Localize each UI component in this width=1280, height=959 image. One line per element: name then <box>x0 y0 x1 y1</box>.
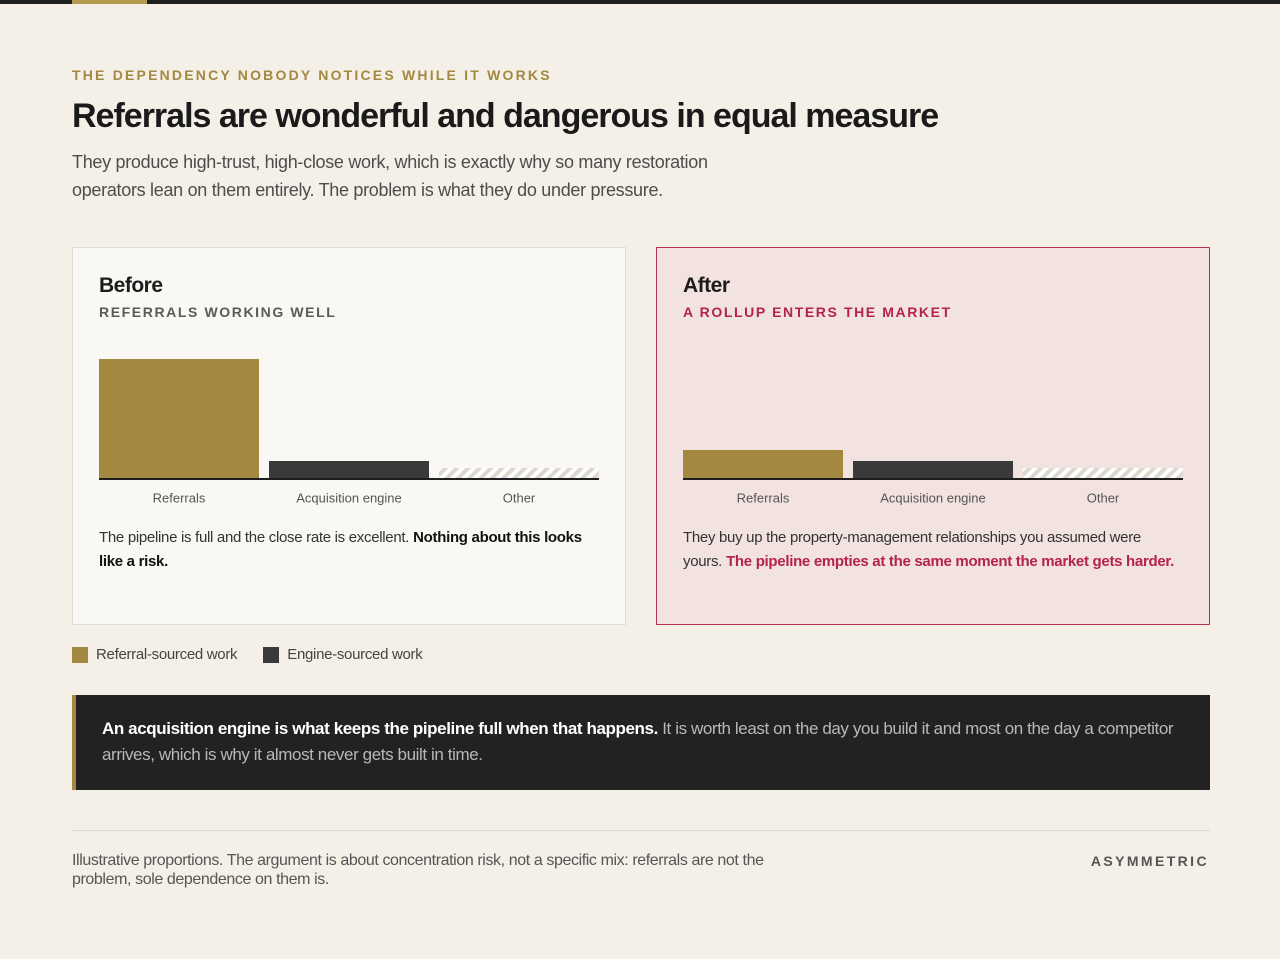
brand: ASYMMETRIC <box>1090 853 1209 869</box>
panel: Before REFERRALS WORKING WELL Referrals A… <box>72 247 626 625</box>
category-label: Referrals <box>737 490 790 505</box>
caption-emphasis: Nothing about this looks like a risk. <box>99 529 582 570</box>
category-label: Other <box>1087 490 1120 505</box>
legend-swatch <box>72 646 88 663</box>
panel-subtitle: REFERRALS WORKING WELL <box>99 304 337 320</box>
caption-text: The pipeline is full and the close rate … <box>99 529 410 546</box>
divider <box>72 830 1210 831</box>
caption-text: They buy up the property-management rela… <box>683 529 1141 570</box>
callout-text: It is worth least on the day you build i… <box>102 719 1174 764</box>
bar <box>1023 468 1183 478</box>
bar <box>99 359 259 478</box>
legend: Referral-sourced work Engine-sourced work <box>72 646 423 663</box>
category-label: Acquisition engine <box>880 490 986 505</box>
chart: Referrals Acquisition engine Other <box>99 359 599 505</box>
panel-title: Before <box>99 274 163 297</box>
footer-note: Illustrative proportions. The argument i… <box>72 852 764 888</box>
bar <box>683 450 843 478</box>
category-label: Acquisition engine <box>296 490 402 505</box>
bar <box>853 461 1013 478</box>
caption: The pipeline is full and the close rate … <box>99 526 599 574</box>
category-label: Other <box>503 490 536 505</box>
legend-label: Engine-sourced work <box>287 646 423 663</box>
callout-emphasis: An acquisition engine is what keeps the … <box>102 719 658 738</box>
top-bar <box>0 0 1280 4</box>
legend-label: Referral-sourced work <box>96 646 238 663</box>
panel-subtitle: A ROLLUP ENTERS THE MARKET <box>683 304 952 320</box>
caption-emphasis: The pipeline empties at the same moment … <box>726 553 1174 570</box>
panel: After A ROLLUP ENTERS THE MARKET Referra… <box>656 247 1210 625</box>
legend-item: Engine-sourced work <box>263 646 423 663</box>
subtitle: They produce high-trust, high-close work… <box>72 152 708 200</box>
callout: An acquisition engine is what keeps the … <box>72 695 1210 790</box>
legend-item: Referral-sourced work <box>72 646 238 663</box>
title: Referrals are wonderful and dangerous in… <box>72 97 939 135</box>
legend-swatch <box>263 646 280 663</box>
panel-title: After <box>683 274 730 297</box>
category-label: Referrals <box>153 490 206 505</box>
eyebrow: THE DEPENDENCY NOBODY NOTICES WHILE IT W… <box>72 67 552 83</box>
chart: Referrals Acquisition engine Other <box>683 450 1183 505</box>
bar <box>439 468 599 478</box>
caption: They buy up the property-management rela… <box>683 526 1183 574</box>
bar <box>269 461 429 478</box>
